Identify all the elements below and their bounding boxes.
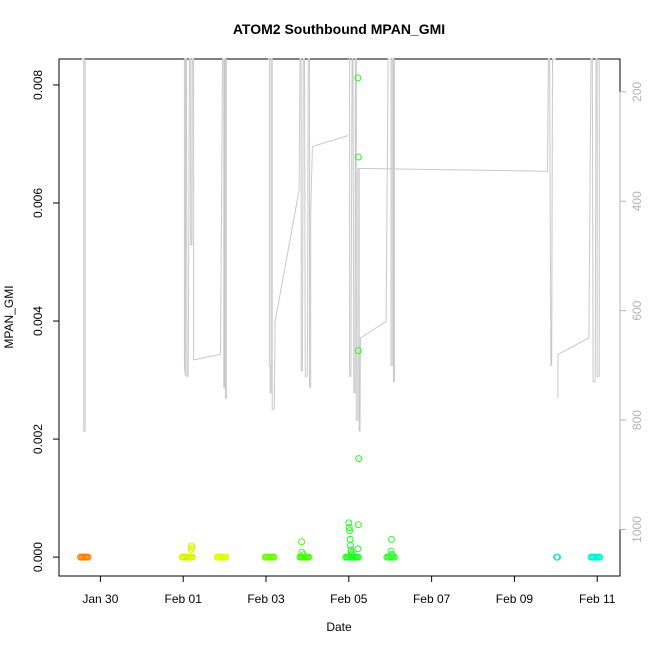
plot-frame — [58, 58, 621, 577]
data-point — [345, 519, 353, 527]
data-point — [222, 553, 230, 561]
data-point — [84, 553, 92, 561]
x-axis-title: Date — [326, 620, 352, 634]
x-tick-label: Feb 05 — [330, 592, 368, 606]
data-point — [345, 524, 353, 532]
y-axis: 0.000 0.002 0.004 0.006 0.008 — [31, 70, 60, 572]
depth-track-line-2 — [268, 58, 349, 410]
chart-title: ATOM2 Southbound MPAN_GMI — [233, 21, 445, 37]
data-point — [554, 553, 561, 561]
depth-track-line-5 — [557, 58, 600, 399]
x-tick-label: Jan 30 — [82, 592, 118, 606]
depth-track-line-4 — [357, 58, 556, 366]
data-point — [355, 455, 363, 463]
data-point — [596, 553, 604, 561]
data-point — [347, 541, 354, 549]
y-tick-label: 0.002 — [31, 424, 45, 454]
data-point — [299, 551, 307, 559]
y2-tick-label: 800 — [630, 410, 644, 430]
data-point — [388, 550, 395, 558]
data-point — [298, 538, 306, 546]
data-point — [348, 550, 356, 558]
data-point — [388, 535, 395, 543]
data-point — [354, 545, 362, 553]
data-point — [346, 535, 354, 543]
depth-track-line-0 — [81, 58, 86, 432]
data-point — [388, 551, 396, 559]
data-point — [354, 153, 362, 161]
data-point — [354, 74, 362, 82]
y2-tick-label: 200 — [630, 81, 644, 101]
data-point — [387, 547, 395, 555]
y-tick-label: 0.000 — [31, 542, 45, 572]
data-point — [188, 553, 196, 561]
y2-tick-label: 1000 — [630, 516, 644, 543]
data-point — [270, 553, 278, 561]
data-point — [349, 551, 357, 559]
data-point — [354, 521, 362, 529]
y-tick-label: 0.004 — [31, 306, 45, 336]
x-axis: Jan 30 Feb 01 Feb 03 Feb 05 Feb 07 Feb 09 Feb … — [82, 575, 616, 606]
x-tick-label: Feb 03 — [247, 592, 285, 606]
y2-tick-label: 400 — [630, 191, 644, 211]
y-tick-label: 0.006 — [31, 188, 45, 218]
y2-tick-label: 600 — [630, 300, 644, 320]
x-tick-label: Feb 07 — [413, 592, 451, 606]
depth-track-line-3 — [348, 58, 395, 432]
x-tick-label: Feb 01 — [165, 592, 203, 606]
data-point — [354, 347, 362, 355]
depth-track — [81, 58, 600, 432]
y-tick-label: 0.008 — [31, 70, 45, 100]
data-point — [346, 527, 354, 535]
depth-track-line-1 — [183, 58, 227, 399]
right-depth-axis: 200 400 600 800 1000 — [619, 81, 644, 543]
data-points — [77, 74, 604, 561]
x-tick-label: Feb 11 — [579, 592, 616, 606]
x-tick-label: Feb 09 — [496, 592, 534, 606]
data-point — [188, 544, 196, 552]
y-axis-title: MPAN_GMI — [2, 285, 16, 348]
